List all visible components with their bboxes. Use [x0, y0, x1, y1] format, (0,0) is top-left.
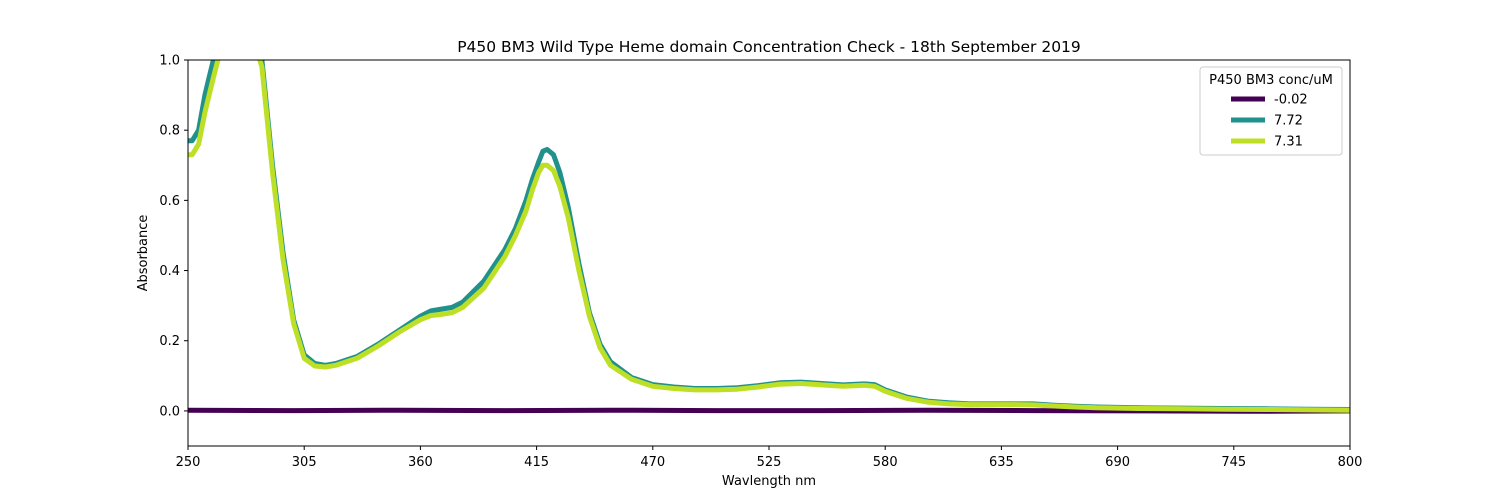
legend-entry-0: -0.02	[1274, 93, 1308, 108]
y-axis: 0.0 0.2 0.4 0.6 0.8 1.0	[159, 54, 188, 419]
x-tick-label: 800	[1338, 455, 1363, 470]
x-tick-label: 360	[408, 455, 433, 470]
series-line-2	[188, 60, 1350, 413]
legend-title: P450 BM3 conc/uM	[1209, 73, 1333, 88]
x-tick-label: 525	[757, 455, 782, 470]
y-tick-label: 0.2	[159, 334, 180, 349]
legend-entry-2: 7.31	[1274, 135, 1303, 150]
series-layer	[188, 60, 1350, 414]
x-tick-label: 415	[524, 455, 549, 470]
legend-box	[1199, 66, 1343, 156]
y-axis-label: Absorbance	[136, 215, 151, 292]
y-tick-label: 0.4	[159, 264, 180, 279]
x-tick-label: 635	[989, 455, 1014, 470]
y-tick-label: 1.0	[159, 54, 180, 69]
x-tick-label: 250	[176, 455, 201, 470]
x-axis-label: Wavlength nm	[722, 474, 816, 489]
x-tick-label: 470	[640, 455, 665, 470]
legend: P450 BM3 conc/uM -0.02 7.72 7.31	[1199, 66, 1343, 156]
x-tick-label: 690	[1105, 455, 1130, 470]
y-tick-label: 0.8	[159, 124, 180, 139]
y-tick-label: 0.6	[159, 194, 180, 209]
x-tick-label: 745	[1221, 455, 1246, 470]
x-axis: 250 305 360 415 470 525 580 635 690 745 800	[176, 446, 1363, 470]
legend-entry-1: 7.72	[1274, 114, 1303, 129]
plot-background	[188, 60, 1350, 446]
chart-title: P450 BM3 Wild Type Heme domain Concentra…	[457, 38, 1081, 56]
x-tick-label: 580	[873, 455, 898, 470]
y-tick-label: 0.0	[159, 404, 180, 419]
x-tick-label: 305	[292, 455, 317, 470]
